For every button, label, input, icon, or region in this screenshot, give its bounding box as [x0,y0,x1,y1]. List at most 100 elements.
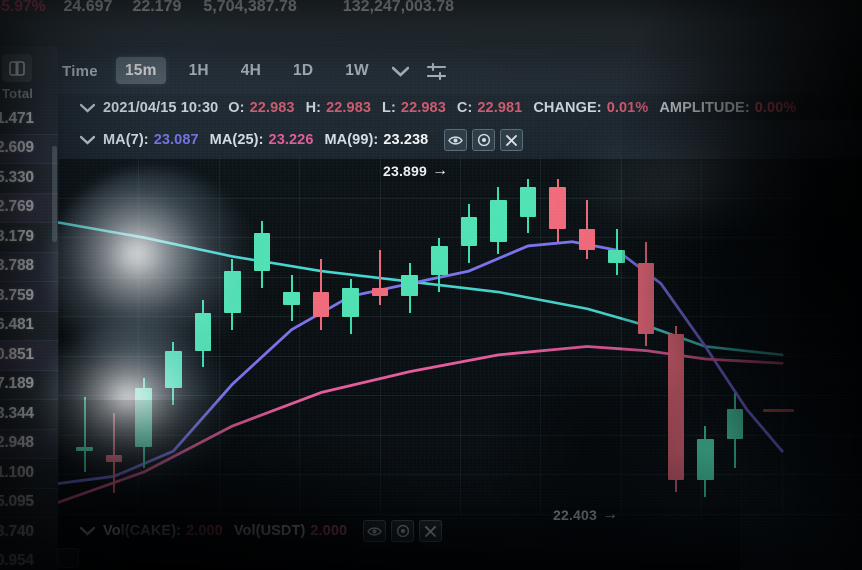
orderbook-total-value: 5.095 [0,493,34,511]
chevron-down-icon[interactable] [80,103,95,113]
indicator-settings-icon[interactable] [472,129,496,151]
interval-button-1d[interactable]: 1D [293,62,314,79]
high-price-value: 23.899 [383,163,428,179]
close-x-icon[interactable] [500,129,524,151]
interval-button-15m[interactable]: 15m [115,57,166,84]
ohlc-low-label: L: [382,100,396,116]
ohlc-change-label: CHANGE: [533,100,602,116]
orderbook-row[interactable]: 7.189 [0,370,58,400]
orderbook-row[interactable]: 5.330 [0,163,58,194]
ohlc-close-label: C: [456,100,473,116]
candlestick [697,158,714,514]
orderbook-sidebar: Total 1.471 2.609 5.330 2.769 3.179 3.788 3.75… [0,46,58,570]
eye-visibility-icon[interactable] [444,129,468,151]
orderbook-row[interactable]: 3.759 [0,281,58,312]
orderbook-total-value: 1.100 [0,463,34,481]
ohlc-open-label: O: [228,100,245,116]
orderbook-row[interactable]: 5.095 [0,488,58,518]
ohlc-change-value: 0.01% [606,100,649,116]
volume-info-row: Vol(CAKE): 2.000 Vol(USDT) 2.000 [80,520,443,542]
orderbook-row[interactable]: 2.609 [0,133,58,164]
orderbook-total-value: 3.740 [0,522,34,540]
orderbook-total-value: 1.471 [0,109,34,127]
orderbook-row[interactable]: 3.788 [0,251,58,282]
ticker-volume-base: 5,704,387.78 [203,0,297,15]
ohlc-amplitude-label: AMPLITUDE: [659,100,750,116]
candlestick [194,158,212,514]
orderbook-total-value: 2.769 [0,198,34,216]
ohlc-amplitude-value: 0.00% [754,100,797,116]
chevron-down-icon[interactable] [391,66,409,77]
ohlc-high-label: H: [305,100,322,116]
low-price-annotation: 22.403 → [553,506,618,524]
orderbook-row[interactable]: 3.740 [0,517,58,548]
bottom-panel-toggle[interactable] [57,548,79,568]
orderbook-row[interactable]: 6.481 [0,311,58,341]
arrow-right-icon: → [432,162,449,179]
candlestick-chart[interactable] [58,158,862,515]
orderbook-total-value: 2.609 [0,139,34,157]
ohlc-open-value: 22.983 [249,100,295,116]
orderbook-row[interactable]: 2.948 [0,428,58,459]
gridline-vertical [299,158,301,514]
gridline-vertical [460,158,461,514]
candlestick [224,158,241,514]
candlestick [135,158,152,514]
gridline-horizontal [58,197,862,199]
orderbook-total-value: 3.179 [0,227,34,245]
orderbook-total-header: Total [2,86,34,101]
gridline-horizontal [58,395,862,397]
gridline-horizontal [58,237,862,239]
ma25-value: 23.226 [268,132,314,148]
candlestick [105,158,123,514]
arrow-right-icon: → [602,506,619,523]
ohlc-datetime: 2021/04/15 10:30 [103,100,219,116]
orderbook-row[interactable]: 3.179 [0,222,58,253]
candlestick [76,158,93,514]
candlestick [283,158,300,514]
indicator-settings-icon[interactable] [426,62,446,80]
candlestick [371,158,389,514]
gridline-vertical [379,158,381,514]
orderbook-total-value: 7.189 [0,375,34,393]
indicator-settings-icon[interactable] [391,520,415,542]
candlestick [578,158,596,514]
eye-visibility-icon[interactable] [363,520,387,542]
close-x-icon[interactable] [419,520,443,542]
orderbook-row[interactable]: 1.471 [0,104,58,135]
candlestick [431,158,448,514]
ma7-label: MA(7): [103,132,149,148]
ohlc-info-row: 2021/04/15 10:30 O: 22.983 H: 22.983 L: … [80,100,807,116]
ma25-label: MA(25): [209,132,264,148]
chevron-down-icon[interactable] [80,135,95,145]
time-label: Time [62,62,98,80]
chevron-down-icon[interactable] [80,526,95,536]
ticker-change-percent: -5.97% [0,0,46,15]
orderbook-layout-icon[interactable] [2,54,32,82]
vol-quote-value: 2.000 [310,523,348,539]
interval-button-4h[interactable]: 4H [240,62,262,79]
candlestick [519,158,537,514]
orderbook-total-value: 3.788 [0,257,34,275]
orderbook-row[interactable]: 2.769 [0,192,58,223]
orderbook-row[interactable]: 0.851 [0,340,58,371]
orderbook-scrollbar[interactable] [52,146,57,242]
orderbook-row[interactable]: 3.344 [0,399,58,430]
orderbook-total-value: 2.948 [0,434,34,452]
orderbook-total-value: 5.330 [0,168,34,186]
ticker-low: 22.179 [132,0,182,15]
gridline-horizontal [58,355,862,357]
ma99-value: 23.238 [383,132,429,148]
ohlc-close-value: 22.981 [477,100,523,116]
candlestick [608,158,625,514]
orderbook-row[interactable]: 1.100 [0,458,58,489]
candlestick [165,158,182,514]
orderbook-row[interactable]: 0.954 [0,547,58,570]
interval-buttons[interactable]: 15m 1H 4H 1D 1W [115,57,392,84]
orderbook-total-value: 0.954 [0,552,34,570]
orderbook-total-value: 6.481 [0,316,34,334]
interval-button-1h[interactable]: 1H [188,62,209,79]
interval-button-1w[interactable]: 1W [345,62,369,79]
